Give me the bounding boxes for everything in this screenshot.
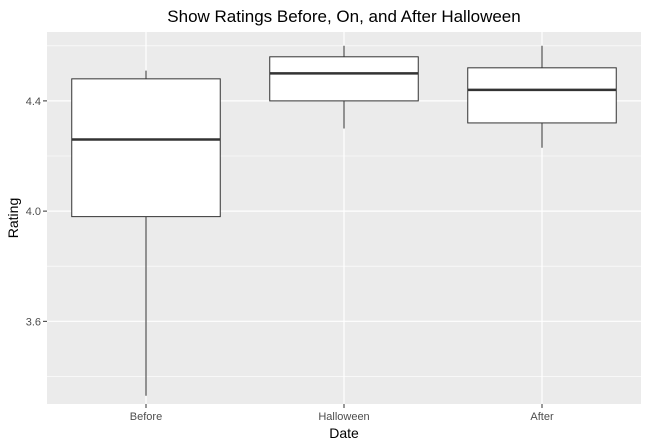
box-after — [467, 45, 617, 148]
y-tick-label: 4.0 — [26, 206, 41, 218]
box-halloween — [269, 45, 419, 129]
y-tick-label: 3.6 — [26, 316, 41, 328]
x-axis-ticks: Before Halloween After — [130, 404, 554, 423]
y-tick-label: 4.4 — [26, 96, 41, 108]
y-axis-title: Rating — [5, 198, 21, 238]
x-tick-label: Halloween — [318, 411, 369, 423]
box-before — [71, 70, 221, 396]
x-tick-label: After — [530, 411, 554, 423]
x-axis-title: Date — [329, 425, 359, 441]
x-tick-label: Before — [130, 411, 162, 423]
box-body — [269, 56, 419, 102]
y-axis-ticks: 3.6 4.0 4.4 — [26, 96, 47, 328]
boxes — [71, 45, 617, 396]
box-body — [71, 78, 221, 218]
box-body — [467, 67, 617, 124]
chart-title: Show Ratings Before, On, and After Hallo… — [167, 7, 520, 26]
